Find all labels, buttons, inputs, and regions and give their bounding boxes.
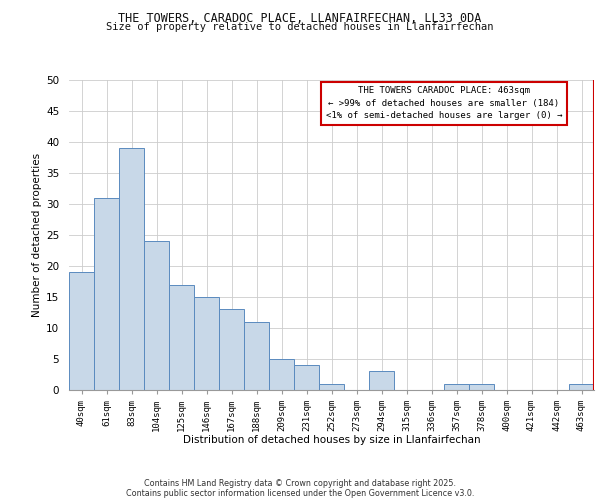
Y-axis label: Number of detached properties: Number of detached properties [32,153,42,317]
Bar [269,359,294,390]
Bar [144,241,169,390]
Text: Contains HM Land Registry data © Crown copyright and database right 2025.: Contains HM Land Registry data © Crown c… [144,479,456,488]
Bar [219,310,244,390]
Bar [194,297,219,390]
Bar [244,322,269,390]
Bar [69,272,94,390]
Bar [319,384,344,390]
Bar [94,198,119,390]
Bar [119,148,144,390]
Text: Size of property relative to detached houses in Llanfairfechan: Size of property relative to detached ho… [106,22,494,32]
Text: THE TOWERS CARADOC PLACE: 463sqm
← >99% of detached houses are smaller (184)
<1%: THE TOWERS CARADOC PLACE: 463sqm ← >99% … [326,86,562,120]
Bar [169,284,194,390]
X-axis label: Distribution of detached houses by size in Llanfairfechan: Distribution of detached houses by size … [182,436,481,446]
Bar [469,384,494,390]
Text: THE TOWERS, CARADOC PLACE, LLANFAIRFECHAN, LL33 0DA: THE TOWERS, CARADOC PLACE, LLANFAIRFECHA… [118,12,482,26]
Bar [444,384,469,390]
Bar [294,365,319,390]
Bar [569,384,594,390]
Text: Contains public sector information licensed under the Open Government Licence v3: Contains public sector information licen… [126,489,474,498]
Bar [369,372,394,390]
